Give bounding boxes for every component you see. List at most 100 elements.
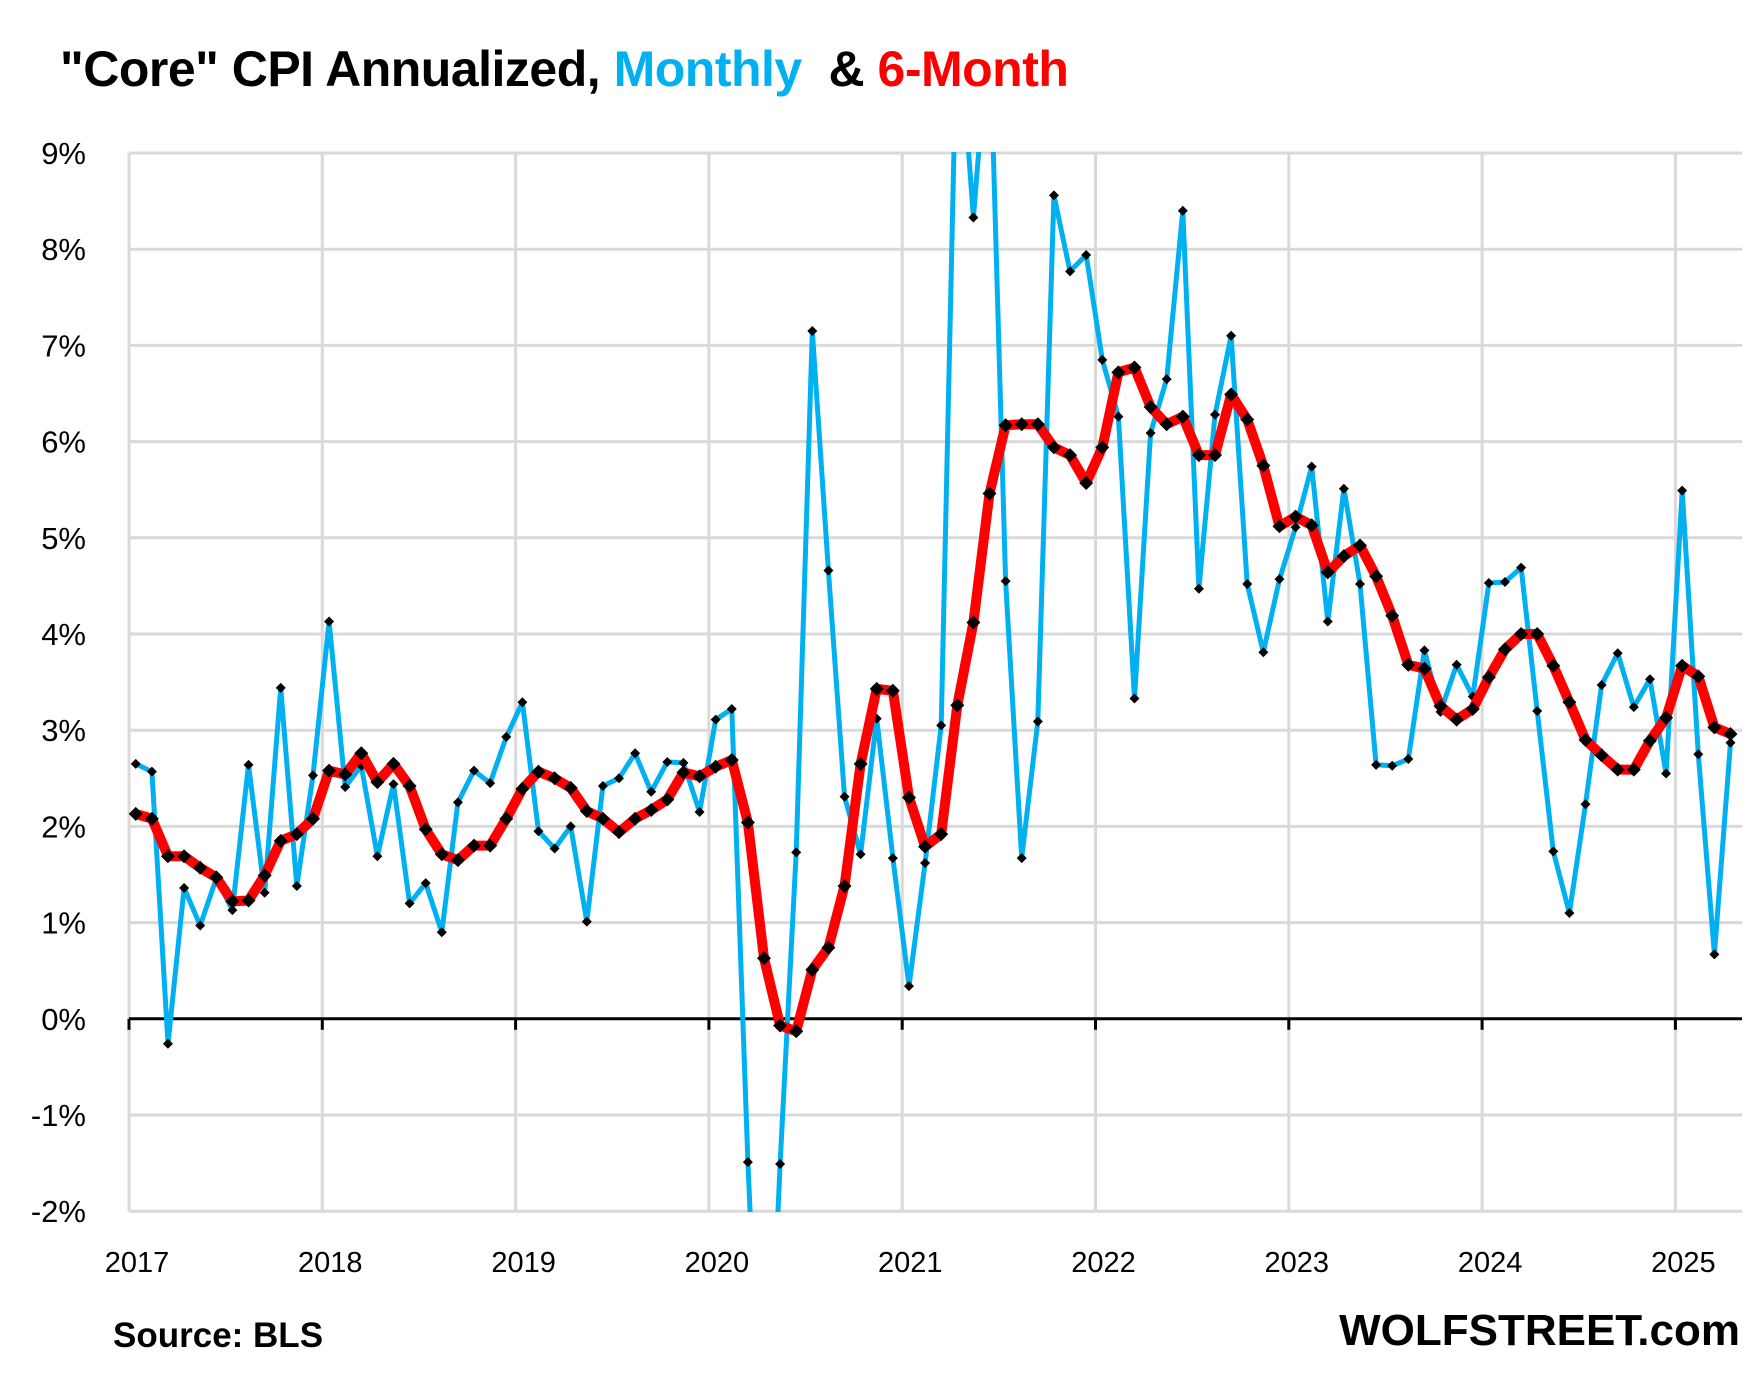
- data-point: [1320, 565, 1335, 580]
- y-tick-label: 4%: [41, 617, 86, 652]
- data-point: [1032, 716, 1043, 727]
- data-point: [1226, 330, 1237, 341]
- data-point: [1677, 485, 1688, 496]
- data-point: [144, 811, 159, 826]
- data-point: [710, 714, 721, 725]
- data-point: [837, 879, 852, 894]
- data-point: [1371, 759, 1382, 770]
- data-point: [692, 769, 707, 784]
- x-tick-label: 2025: [1651, 1247, 1716, 1279]
- data-point: [630, 748, 641, 759]
- data-point: [1514, 627, 1529, 641]
- data-point: [436, 927, 447, 938]
- data-point: [177, 849, 192, 864]
- data-point: [450, 853, 465, 868]
- data-point: [1610, 762, 1625, 777]
- data-point: [1451, 659, 1462, 670]
- data-point: [839, 791, 850, 802]
- data-point: [1143, 399, 1158, 414]
- data-point: [370, 775, 385, 790]
- series-layer: [128, 152, 1738, 1212]
- data-point: [1161, 374, 1172, 385]
- title-six-month-legend: 6-Month: [877, 41, 1069, 97]
- data-point: [257, 868, 272, 883]
- data-point: [644, 803, 659, 818]
- data-point: [227, 905, 238, 916]
- data-point: [1193, 583, 1204, 594]
- data-point: [1063, 448, 1078, 463]
- data-point: [1097, 354, 1108, 365]
- data-point: [179, 882, 190, 893]
- y-tick-label: 7%: [41, 328, 86, 363]
- x-tick-label: 2021: [878, 1247, 943, 1279]
- data-point: [1274, 574, 1285, 585]
- y-tick-label: 6%: [41, 425, 86, 460]
- data-point: [920, 857, 931, 868]
- data-point: [1224, 387, 1239, 402]
- data-point: [565, 821, 576, 832]
- data-point: [597, 780, 608, 791]
- y-tick-label: 5%: [41, 521, 86, 556]
- data-point: [499, 811, 514, 826]
- data-point: [1387, 760, 1398, 771]
- data-point: [1191, 448, 1206, 463]
- data-point: [1290, 522, 1301, 533]
- data-point: [402, 778, 417, 793]
- y-axis-labels: 9% 8% 7% 6% 5% 4% 3% 2% 1% 0% -1% -2%: [31, 136, 86, 1229]
- data-point: [1272, 519, 1287, 534]
- data-point: [1483, 578, 1494, 589]
- data-point: [209, 870, 224, 885]
- title-monthly-legend: Monthly: [613, 41, 803, 97]
- title-main: "Core" CPI Annualized,: [60, 41, 614, 97]
- data-point: [1240, 412, 1255, 427]
- line-six-month: [134, 362, 1733, 1037]
- data-point: [452, 797, 463, 808]
- data-point: [740, 815, 755, 830]
- data-point: [388, 779, 399, 790]
- data-point: [515, 781, 530, 796]
- data-point: [275, 682, 286, 693]
- x-tick-label: 2022: [1071, 1247, 1136, 1279]
- data-point: [1725, 737, 1736, 748]
- data-point: [869, 681, 884, 696]
- title-ampersand: &: [801, 41, 878, 97]
- line-monthly: [134, 152, 1733, 1212]
- data-point: [821, 940, 836, 955]
- data-point: [1079, 475, 1094, 490]
- data-point: [130, 758, 141, 769]
- data-point: [708, 759, 723, 774]
- data-point: [660, 792, 675, 807]
- data-point: [195, 920, 206, 931]
- data-point: [1288, 509, 1303, 524]
- data-point: [160, 849, 175, 864]
- data-point: [549, 843, 560, 854]
- data-point: [823, 565, 834, 576]
- data-point: [1642, 733, 1657, 748]
- data-point: [563, 780, 578, 795]
- data-point: [162, 1038, 173, 1049]
- data-point: [485, 778, 496, 789]
- data-point: [1016, 853, 1027, 864]
- data-point: [1723, 727, 1738, 742]
- data-point: [918, 839, 933, 854]
- data-point: [1145, 427, 1156, 438]
- data-point: [1499, 577, 1510, 588]
- data-point: [789, 1024, 804, 1039]
- data-point: [1177, 205, 1188, 216]
- data-point: [469, 765, 480, 776]
- data-point: [1594, 748, 1609, 763]
- data-point: [340, 781, 351, 792]
- data-point: [1046, 440, 1061, 455]
- data-point: [1304, 518, 1319, 533]
- data-point: [1256, 458, 1271, 473]
- data-point: [1242, 578, 1253, 589]
- data-point: [338, 767, 353, 782]
- data-point: [243, 759, 254, 770]
- data-point: [1481, 670, 1496, 685]
- y-tick-label: 3%: [41, 713, 86, 748]
- series-monthly: [130, 152, 1736, 1212]
- data-point: [887, 853, 898, 864]
- y-tick-label: 8%: [41, 232, 86, 267]
- data-point: [934, 827, 949, 842]
